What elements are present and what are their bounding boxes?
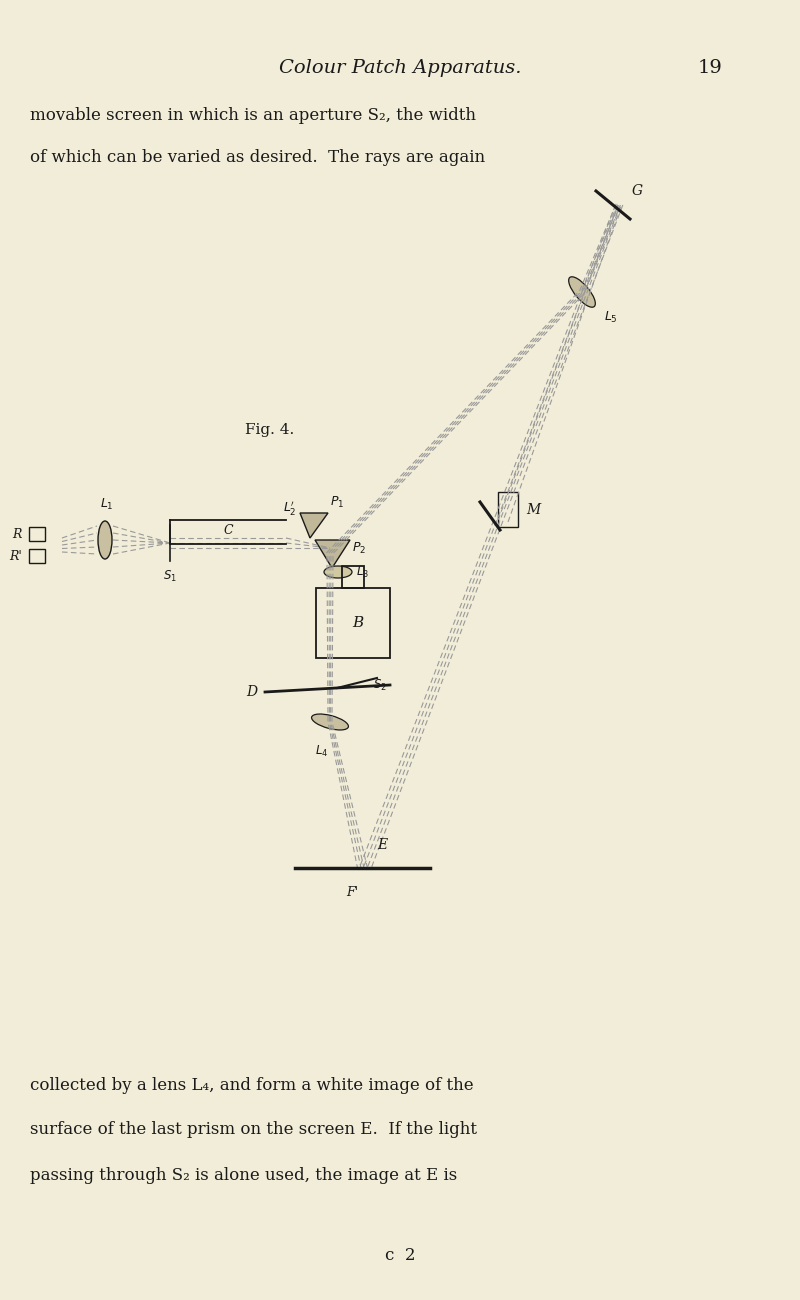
Text: G: G xyxy=(632,185,643,198)
Text: passing through S₂ is alone used, the image at E is: passing through S₂ is alone used, the im… xyxy=(30,1166,458,1183)
Text: C: C xyxy=(223,524,233,537)
Ellipse shape xyxy=(569,277,595,307)
Text: E: E xyxy=(377,838,387,852)
Text: of which can be varied as desired.  The rays are again: of which can be varied as desired. The r… xyxy=(30,150,485,166)
Text: $S_2$: $S_2$ xyxy=(373,677,387,693)
Bar xyxy=(29,549,45,563)
Bar xyxy=(29,526,45,541)
Bar xyxy=(316,588,390,658)
Bar xyxy=(498,491,518,526)
Ellipse shape xyxy=(324,566,352,578)
Text: F': F' xyxy=(346,887,358,900)
Text: $L_3$: $L_3$ xyxy=(356,564,369,580)
Text: $L_4$: $L_4$ xyxy=(315,744,329,759)
Polygon shape xyxy=(300,514,328,538)
Text: R': R' xyxy=(10,550,22,563)
Text: c  2: c 2 xyxy=(385,1247,415,1264)
Text: B: B xyxy=(352,616,364,630)
Text: M: M xyxy=(526,503,540,517)
Text: $L_2'$: $L_2'$ xyxy=(283,499,297,517)
Text: $L_5$: $L_5$ xyxy=(604,309,618,325)
Text: $P_1$: $P_1$ xyxy=(330,495,344,510)
Text: D: D xyxy=(246,685,257,699)
Text: surface of the last prism on the screen E.  If the light: surface of the last prism on the screen … xyxy=(30,1122,477,1139)
Text: 19: 19 xyxy=(698,58,722,77)
Text: movable screen in which is an aperture S₂, the width: movable screen in which is an aperture S… xyxy=(30,107,476,124)
Text: $S_1$: $S_1$ xyxy=(163,569,177,584)
Text: Colour Patch Apparatus.: Colour Patch Apparatus. xyxy=(278,58,522,77)
Ellipse shape xyxy=(311,714,349,731)
Ellipse shape xyxy=(98,521,112,559)
Text: $L_1$: $L_1$ xyxy=(100,497,114,512)
Polygon shape xyxy=(315,540,350,568)
Bar xyxy=(342,566,364,588)
Text: Fig. 4.: Fig. 4. xyxy=(246,422,294,437)
Text: collected by a lens L₄, and form a white image of the: collected by a lens L₄, and form a white… xyxy=(30,1076,474,1093)
Text: $P_2$: $P_2$ xyxy=(352,541,366,555)
Text: R: R xyxy=(13,528,22,541)
